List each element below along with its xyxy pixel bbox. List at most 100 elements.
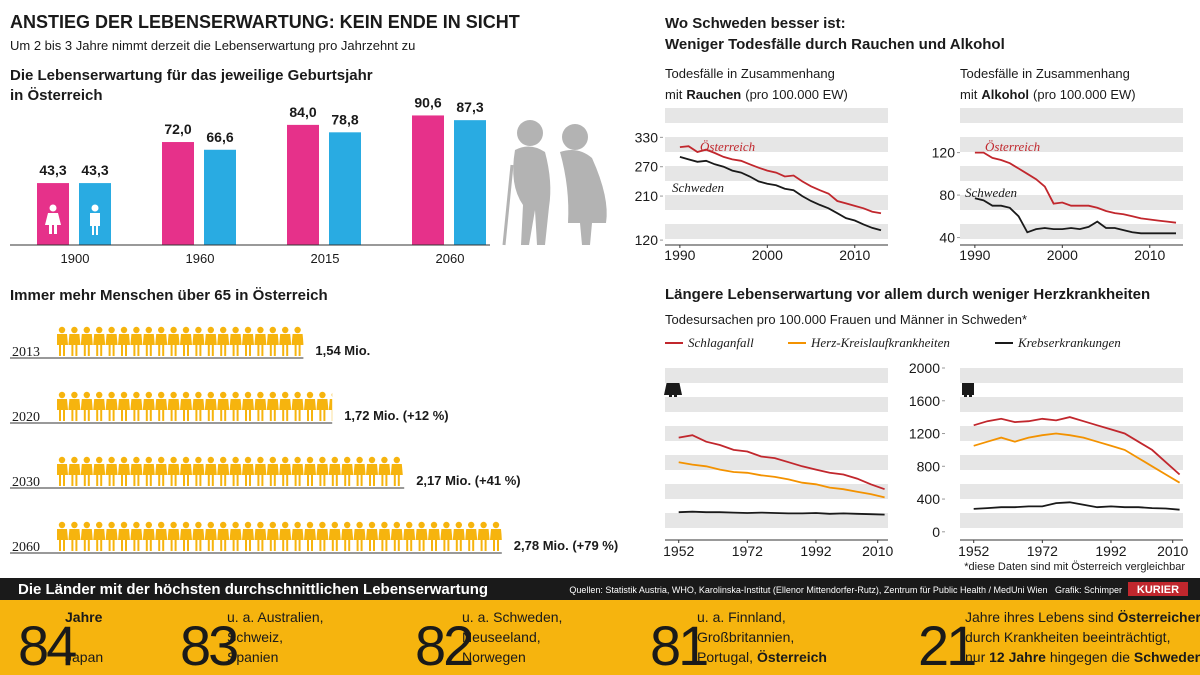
person-icon-head: [71, 326, 78, 334]
person-icon-body: [341, 529, 354, 551]
background-band: [960, 513, 1183, 528]
person-icon-body: [130, 399, 143, 421]
person-icon-head: [170, 521, 177, 529]
bar: [454, 120, 486, 245]
person-icon-head: [331, 521, 338, 529]
person-icon-head: [368, 456, 376, 464]
person-icon-body: [304, 399, 316, 421]
person-icon-head: [393, 456, 400, 464]
line-series: [678, 461, 885, 499]
value-label: 2,17 Mio. (+41 %): [416, 473, 520, 488]
footer-title: Die Länder mit der höchsten durchschnitt…: [18, 581, 488, 598]
person-icon-body: [217, 529, 230, 551]
person-icon-body: [80, 334, 93, 356]
person-icon-body: [155, 334, 168, 356]
legend-label: Herz-Kreislaufkrankheiten: [810, 335, 950, 350]
background-band: [960, 426, 1183, 441]
person-icon-body: [155, 399, 168, 421]
item-text: Portugal, Österreich: [697, 649, 827, 665]
background-band: [665, 195, 888, 210]
person-icon-body: [57, 529, 68, 551]
item-text-run: u. a. Schweden,: [462, 609, 562, 625]
item-text-run: hingegen die: [1046, 649, 1134, 665]
person-icon-head: [232, 326, 239, 334]
person-icon-head: [195, 521, 202, 529]
chart-title: mit Alkohol (pro 100.000 EW): [960, 87, 1136, 102]
person-icon-body: [93, 399, 106, 421]
x-tick-label: 2015: [311, 251, 340, 266]
person-icon-head: [294, 456, 301, 464]
person-icon-body: [452, 529, 465, 551]
background-band: [960, 195, 1183, 210]
item-text: Norwegen: [462, 649, 526, 665]
value-label: 43,3: [39, 162, 66, 178]
person-icon-body: [242, 529, 254, 551]
value-label: 66,6: [206, 129, 233, 145]
person-icon-body: [353, 464, 366, 486]
person-icon-head: [58, 456, 66, 464]
item-text-run: Jahre: [65, 609, 103, 625]
person-icon-head: [145, 391, 152, 399]
person-icon-body: [192, 529, 205, 551]
person-icon-body: [291, 334, 304, 356]
item-text: Neuseeland,: [462, 629, 541, 645]
category-label: 2020: [12, 410, 40, 425]
item-text-run: Spanien: [227, 649, 278, 665]
line-series: [973, 416, 1181, 476]
person-icon-body: [229, 399, 242, 421]
logo-box: [1128, 582, 1188, 596]
person-icon-body: [229, 529, 242, 551]
person-icon-body: [192, 399, 205, 421]
series-label: Schweden: [672, 180, 724, 195]
person-icon-head: [344, 456, 351, 464]
person-icon-head: [232, 456, 239, 464]
x-tick-label: 1900: [61, 251, 90, 266]
chart-title: Todesfälle in Zusammenhang: [960, 66, 1130, 81]
person-icon-body: [204, 399, 217, 421]
value-label: 72,0: [164, 121, 191, 137]
person-icon-body: [217, 399, 230, 421]
item-text: Spanien: [227, 649, 278, 665]
elderly-couple-icon: [502, 120, 607, 246]
person-icon-head: [319, 456, 326, 464]
person-icon-body: [279, 464, 292, 486]
person-icon-body: [291, 529, 304, 551]
person-icon-body: [57, 334, 68, 356]
person-icon-head: [83, 456, 91, 464]
background-band: [960, 455, 1183, 470]
person-icon-head: [120, 326, 128, 334]
person-icon-body: [142, 529, 155, 551]
background-band: [665, 455, 888, 470]
item-text: Jahre: [65, 609, 103, 625]
person-icon-head: [492, 521, 500, 529]
person-icon-body: [266, 399, 279, 421]
person-icon-body: [155, 529, 168, 551]
person-icon-head: [158, 391, 165, 399]
background-band: [960, 484, 1183, 499]
y-tick-label: 800: [917, 458, 941, 474]
person-icon-head: [170, 456, 177, 464]
x-tick-label: 2010: [1157, 543, 1188, 559]
pictogram-row: [57, 521, 502, 551]
person-icon-body: [304, 529, 316, 551]
section-title: Längere Lebenserwartung vor allem durch …: [665, 286, 1150, 303]
big-number: 83: [180, 614, 237, 675]
person-icon-head: [108, 521, 115, 529]
background-band: [665, 224, 888, 239]
person-icon-body: [118, 529, 130, 551]
value-label: 1,72 Mio. (+12 %): [344, 408, 448, 423]
person-icon-body: [105, 529, 118, 551]
person-icon-body: [366, 464, 378, 486]
background-band: [960, 108, 1183, 123]
person-icon-head: [133, 456, 140, 464]
person-icon-body: [68, 464, 81, 486]
person-icon-head: [331, 456, 338, 464]
person-icon-body: [217, 334, 230, 356]
person-icon-head: [480, 521, 487, 529]
person-icon-body: [80, 399, 93, 421]
person-icon-body: [204, 334, 217, 356]
person-icon-head: [195, 391, 202, 399]
item-text-run: Schweden: [1134, 649, 1200, 665]
person-icon-body: [254, 334, 267, 356]
footnote: *diese Daten sind mit Österreich verglei…: [964, 561, 1185, 573]
